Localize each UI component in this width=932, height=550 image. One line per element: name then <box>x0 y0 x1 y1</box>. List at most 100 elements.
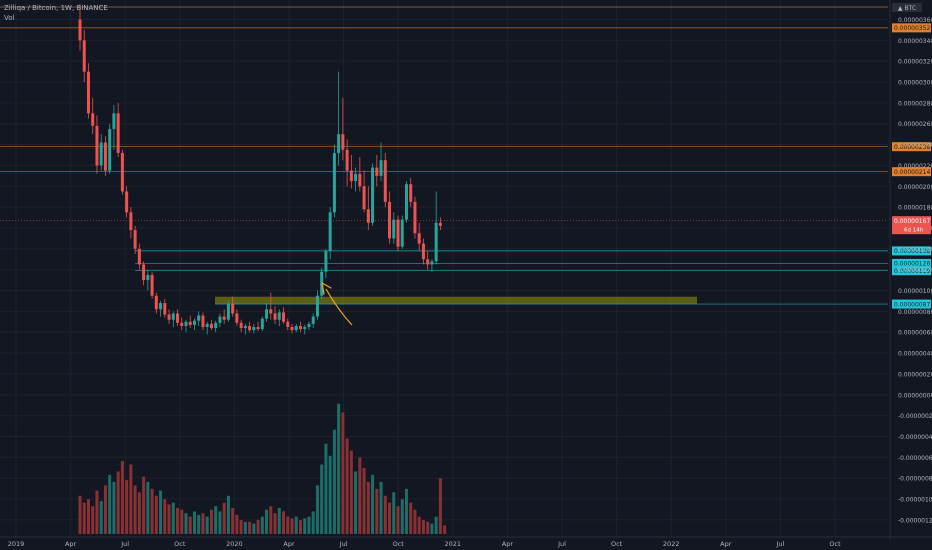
price-axis[interactable]: 0.00000360 0.00000340 0.00000320 0.00000300… <box>889 0 932 540</box>
candle-body <box>354 173 358 182</box>
level-tag-label: 0.00000214 <box>894 169 930 176</box>
volume-bar <box>404 488 408 534</box>
price-tick-label: 0.00000200 <box>898 184 932 191</box>
candle-body <box>421 243 425 260</box>
price-tick-label: 0.00000320 <box>898 59 932 66</box>
volume-bar <box>86 499 90 534</box>
price-tick-label: 0.00000040 <box>898 351 932 358</box>
time-tick-label: Jul <box>120 540 129 548</box>
candle-body <box>426 259 430 265</box>
time-tick-label: 2020 <box>226 540 243 548</box>
candle-body <box>430 261 434 265</box>
time-tick-label: Apr <box>720 540 732 548</box>
volume-bar <box>396 506 400 534</box>
level-tag-label: 0.00000138 <box>894 248 930 255</box>
candle-body <box>438 222 442 226</box>
volume-bar <box>218 511 222 534</box>
candle-body <box>171 313 175 320</box>
candle-body <box>91 113 95 126</box>
volume-bar <box>146 481 150 534</box>
candle-body <box>290 326 294 331</box>
volume-bar <box>379 481 383 534</box>
symbol-title[interactable]: Zilliqa / Bitcoin, 1W, BINANCE <box>4 4 108 12</box>
candle-body <box>78 19 82 41</box>
volume-bar <box>315 485 319 534</box>
time-tick-label: 2019 <box>8 540 25 548</box>
level-tag <box>892 299 931 309</box>
candle-body <box>298 325 302 330</box>
time-tick-label: Jul <box>339 540 348 548</box>
candle-body <box>112 113 116 129</box>
volume-bar <box>362 467 366 534</box>
volume-bar <box>201 513 205 534</box>
volume-bar <box>222 502 226 534</box>
volume-bar <box>375 488 379 534</box>
candle-body <box>176 313 180 323</box>
candle-body <box>434 222 438 262</box>
volume-bar <box>95 490 99 534</box>
arrow-head <box>321 282 332 295</box>
volume-bar <box>320 464 324 534</box>
candlesticks <box>78 3 442 335</box>
volume-bar <box>248 521 252 534</box>
volume-bar <box>120 461 124 534</box>
price-tick-label: 0.00000020 <box>898 371 932 378</box>
candle-body <box>82 40 86 72</box>
volume-bar <box>99 500 103 534</box>
candle-body <box>239 322 243 329</box>
volume-bar <box>311 511 315 534</box>
time-tick-label: Oct <box>393 540 405 548</box>
volume-bar <box>388 502 392 534</box>
candle-body <box>294 325 298 331</box>
volume-bar <box>328 455 332 534</box>
candle-body <box>315 295 319 317</box>
volume-bar <box>392 492 396 534</box>
time-tick-label: 2022 <box>663 540 680 548</box>
candle-body <box>248 325 252 331</box>
volume-bar <box>205 516 209 534</box>
volume-bar <box>192 511 196 534</box>
time-axis[interactable]: 2019 Apr Jul Oct 2020 Apr Jul Oct 2021 Apr Jul Oct 2… <box>0 536 932 548</box>
time-tick-label: Apr <box>283 540 295 548</box>
volume-bar <box>163 499 167 534</box>
candle-body <box>273 313 277 320</box>
volume-bar <box>188 516 192 534</box>
volume-bar <box>180 509 184 534</box>
candle-body <box>337 134 341 153</box>
volume-bar <box>366 481 370 534</box>
time-tick-label: Oct <box>611 540 623 548</box>
price-tick-label: -0.00000120 <box>898 517 932 524</box>
level-tag <box>892 142 931 152</box>
level-tag-label: 0.00000238 <box>894 144 930 151</box>
volume-bar <box>78 495 82 534</box>
price-tick-label: 0.00000080 <box>898 309 932 316</box>
candle-body <box>358 173 362 187</box>
volume-bar <box>434 516 438 534</box>
level-tag <box>892 167 931 177</box>
volume-bar <box>256 520 260 534</box>
volume-bar <box>273 513 277 534</box>
candle-body <box>256 326 260 330</box>
volume-bar <box>265 509 269 534</box>
candle-body <box>235 313 239 323</box>
candle-body <box>95 125 99 166</box>
volume-bar <box>354 471 358 534</box>
price-tick-label: 0.00000000 <box>898 392 932 399</box>
candle-body <box>303 326 307 330</box>
volume-bar <box>129 464 133 534</box>
volume-bars <box>78 403 447 534</box>
candle-body <box>383 160 387 202</box>
time-tick-label: 2021 <box>445 540 462 548</box>
candle-body <box>188 321 192 325</box>
volume-label[interactable]: Vol <box>4 14 15 22</box>
volume-bar <box>409 502 413 534</box>
quote-unit-tag <box>892 3 922 12</box>
volume-bar <box>307 516 311 534</box>
volume-bar <box>260 516 264 534</box>
price-tick-label: -0.00000040 <box>898 434 932 441</box>
volume-bar <box>112 481 116 534</box>
countdown-label: 6d 14h <box>904 228 924 234</box>
candle-body <box>417 233 421 244</box>
candle-body <box>209 323 213 329</box>
